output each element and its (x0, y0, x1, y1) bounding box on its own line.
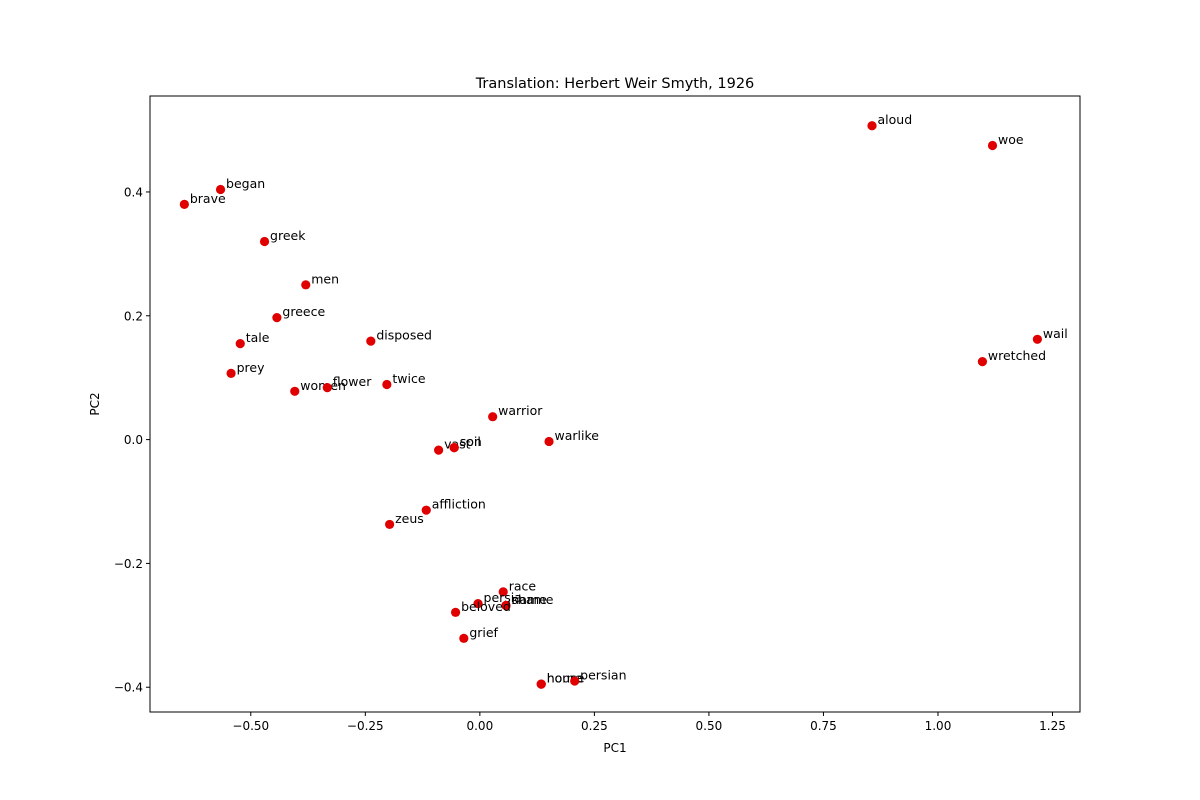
point-label: warlike (555, 428, 600, 443)
data-point (421, 505, 431, 515)
point-label: woe (998, 132, 1024, 147)
data-point (473, 599, 483, 609)
y-tick-label: 0.2 (124, 309, 143, 323)
data-point (544, 436, 554, 447)
data-point (385, 519, 395, 530)
point-label: son (460, 434, 482, 449)
y-axis-label: PC2 (88, 392, 102, 415)
point-label: greece (282, 304, 325, 319)
data-point (498, 587, 508, 597)
point-label: men (311, 271, 339, 286)
data-point (501, 600, 511, 611)
x-tick-label: 1.25 (1039, 719, 1066, 733)
chart-title: Translation: Herbert Weir Smyth, 1926 (475, 76, 755, 92)
point-label: zeus (395, 511, 424, 526)
data-point (179, 199, 189, 209)
data-point (259, 236, 270, 247)
point-label: disposed (376, 328, 432, 343)
point-label: shame (511, 592, 553, 607)
point-label: persian (580, 668, 626, 683)
point-label: flower (333, 374, 372, 389)
y-tick-label: 0.4 (124, 185, 143, 199)
data-point (450, 607, 461, 617)
data-point (449, 443, 459, 453)
point-label: soil (460, 434, 481, 449)
data-point (215, 184, 226, 195)
point-label: brave (190, 191, 226, 206)
point-label: aloud (878, 112, 913, 127)
x-axis-label: PC1 (603, 741, 626, 755)
point-label: beloved (461, 599, 511, 614)
point-label: wretched (988, 348, 1046, 363)
data-point (867, 121, 877, 131)
x-tick-label: −0.50 (232, 719, 269, 733)
point-label: tale (246, 330, 270, 345)
point-label: began (226, 176, 265, 191)
data-point (366, 336, 376, 346)
data-point (488, 412, 498, 422)
point-label: house (547, 671, 585, 686)
data-point (272, 313, 282, 323)
data-point (459, 633, 469, 643)
y-tick-label: −0.2 (114, 557, 143, 571)
x-tick-label: 0.25 (581, 719, 608, 733)
x-tick-label: 0.50 (696, 719, 723, 733)
x-tick-label: 0.00 (466, 719, 493, 733)
data-point (235, 339, 245, 349)
point-label: women (300, 378, 346, 393)
x-tick-label: −0.25 (347, 719, 384, 733)
plot-frame (149, 95, 1081, 713)
data-point (434, 445, 444, 455)
point-label: persia (484, 590, 522, 605)
axes-layer: −0.50 −0.25 0.00 0.25 0.50 0.75 1.00 1.25 −0.4 −0… (114, 95, 1081, 733)
point-label: race (509, 578, 537, 593)
data-point (570, 676, 580, 686)
point-label: wail (1043, 326, 1068, 341)
data-point (301, 280, 311, 290)
data-point (987, 140, 998, 151)
data-point (1032, 334, 1042, 344)
data-point (290, 386, 300, 396)
point-label: prey (237, 360, 265, 375)
data-point (977, 356, 988, 367)
x-tick-label: 1.00 (925, 719, 952, 733)
point-label: twice (392, 371, 425, 386)
point-label: warrior (498, 403, 543, 418)
y-tick-label: −0.4 (114, 681, 143, 695)
point-label: affliction (432, 497, 486, 512)
data-point (226, 368, 236, 378)
x-tick-label: 0.75 (810, 719, 837, 733)
point-label: greek (270, 228, 306, 243)
data-point (382, 379, 392, 390)
point-label: grief (469, 625, 498, 640)
data-point (322, 382, 332, 393)
y-tick-label: 0.0 (124, 433, 143, 447)
data-point (536, 679, 546, 689)
point-label: name (511, 592, 547, 607)
